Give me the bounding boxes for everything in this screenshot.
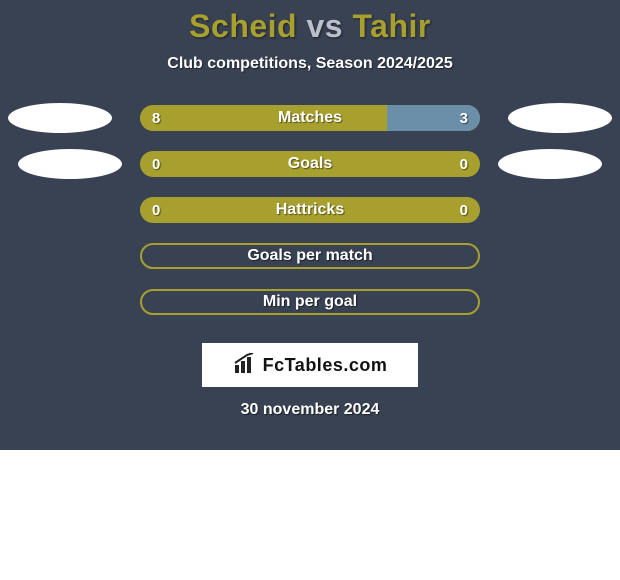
stat-row: 83Matches — [0, 101, 620, 147]
player1-name: Scheid — [189, 8, 297, 44]
stat-label: Goals per match — [142, 245, 478, 267]
player2-avatar — [498, 149, 602, 179]
stats-rows: 83Matches 00Goals 00Hattricks Goals per mat… — [0, 101, 620, 331]
snapshot-date: 30 november 2024 — [0, 401, 620, 419]
bar-chart-icon — [233, 353, 257, 377]
player2-avatar — [508, 103, 612, 133]
stat-bar: 00Goals — [140, 151, 480, 177]
stat-label: Goals — [140, 151, 480, 177]
stat-bar: Min per goal — [140, 289, 480, 315]
stat-row: 00Goals — [0, 147, 620, 193]
player1-avatar — [18, 149, 122, 179]
stats-panel: Scheid vs Tahir Club competitions, Seaso… — [0, 0, 620, 450]
stat-label: Matches — [140, 105, 480, 131]
stat-bar: Goals per match — [140, 243, 480, 269]
stat-row: 00Hattricks — [0, 193, 620, 239]
vs-text: vs — [306, 8, 343, 44]
subtitle: Club competitions, Season 2024/2025 — [0, 55, 620, 73]
stat-label: Min per goal — [142, 291, 478, 313]
stat-row: Min per goal — [0, 285, 620, 331]
source-logo[interactable]: FcTables.com — [202, 343, 418, 387]
page-title: Scheid vs Tahir — [0, 8, 620, 45]
player1-avatar — [8, 103, 112, 133]
stat-bar: 00Hattricks — [140, 197, 480, 223]
stat-label: Hattricks — [140, 197, 480, 223]
source-name: FcTables.com — [263, 355, 388, 376]
stat-row: Goals per match — [0, 239, 620, 285]
player2-name: Tahir — [352, 8, 430, 44]
stat-bar: 83Matches — [140, 105, 480, 131]
